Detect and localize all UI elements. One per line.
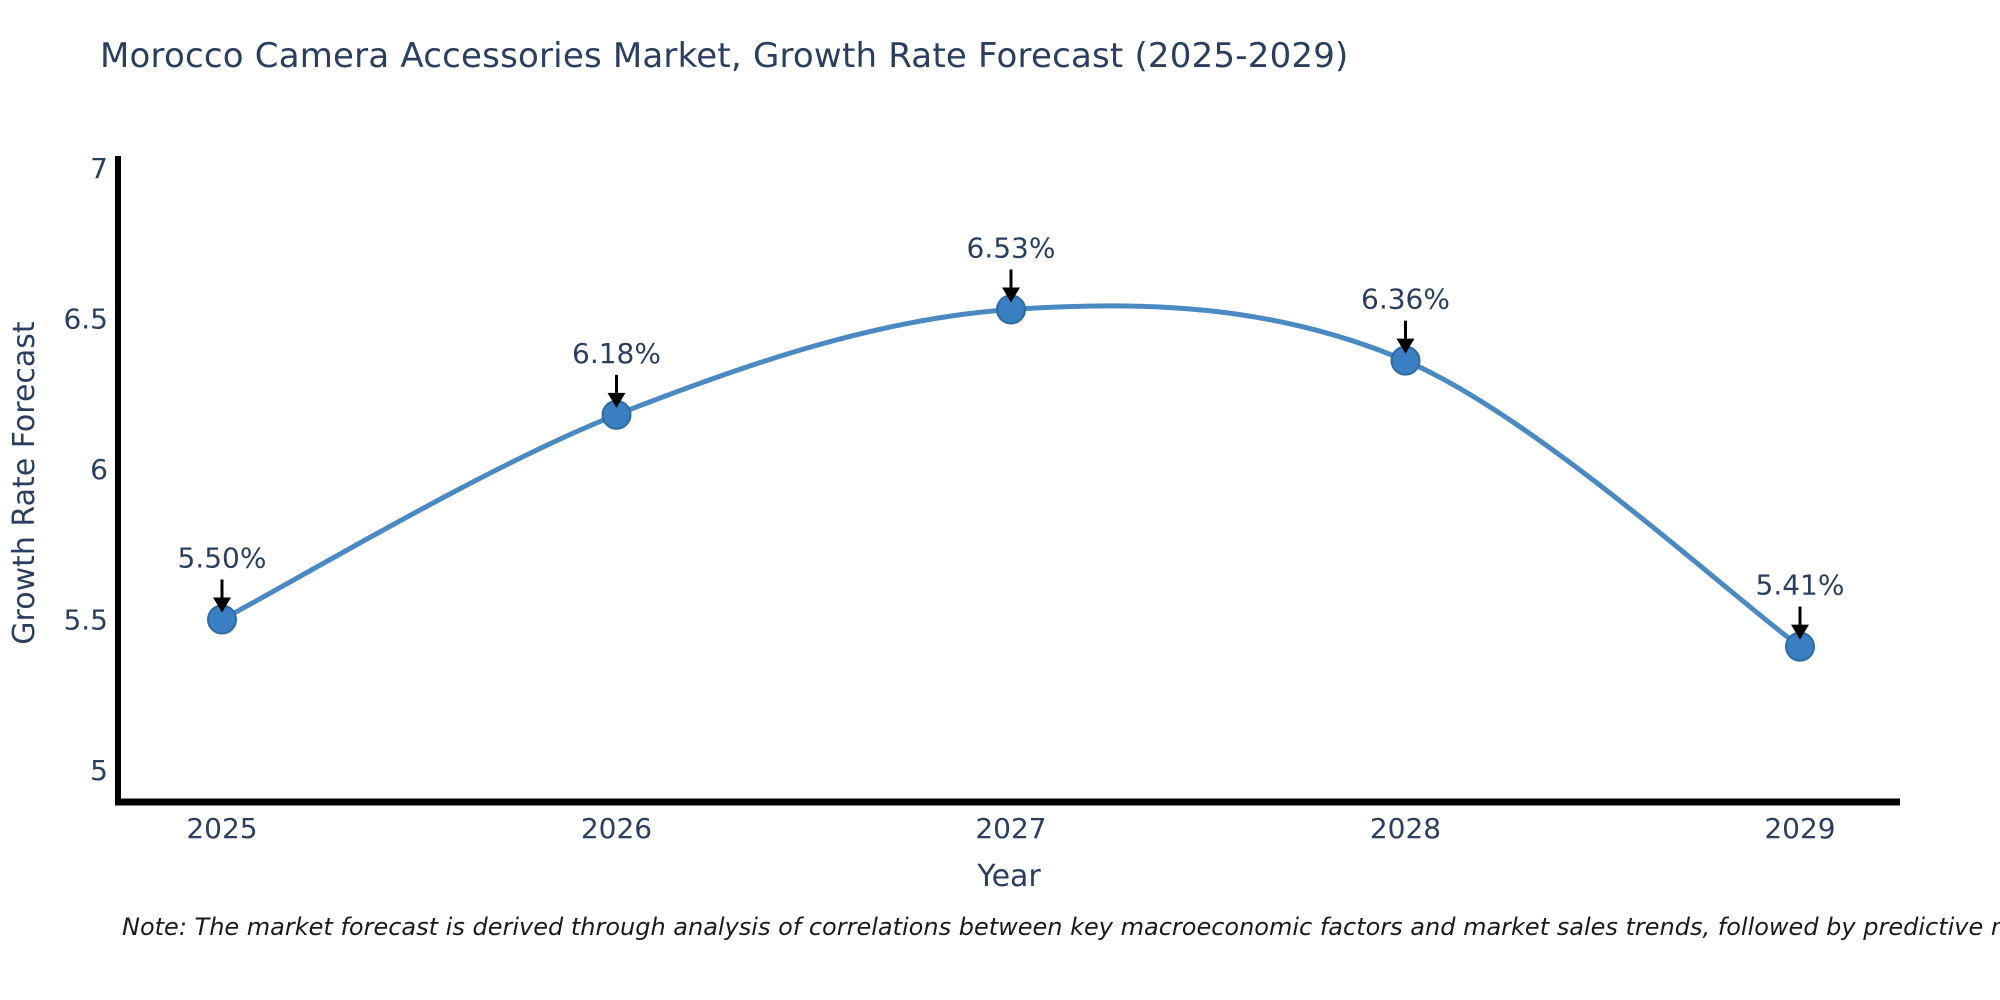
y-tick-label: 5.5 — [63, 604, 108, 637]
annotation-arrow-head — [1396, 338, 1415, 354]
chart-title: Morocco Camera Accessories Market, Growt… — [100, 36, 1349, 76]
annotation-arrow-head — [607, 392, 626, 408]
y-tick-label: 7 — [90, 152, 108, 185]
data-point-label: 5.41% — [1756, 569, 1845, 602]
footnote: Note: The market forecast is derived thr… — [122, 913, 2000, 941]
y-tick-label: 5 — [90, 754, 108, 787]
annotation-arrow-head — [1002, 287, 1020, 303]
x-tick-label: 2025 — [186, 812, 257, 845]
data-point-label: 6.53% — [967, 231, 1056, 264]
x-tick-label: 2028 — [1370, 812, 1441, 845]
y-tick-label: 6 — [90, 453, 108, 486]
y-axis-title: Growth Rate Forecast — [7, 321, 42, 645]
annotation-arrow-head — [213, 597, 231, 613]
data-point-label: 5.50% — [178, 542, 267, 575]
data-point-label: 6.18% — [572, 337, 661, 370]
x-axis-title: Year — [976, 859, 1041, 894]
y-tick-label: 6.5 — [63, 303, 108, 336]
x-tick-label: 2029 — [1764, 812, 1835, 845]
data-point-label: 6.36% — [1361, 283, 1450, 316]
x-tick-label: 2027 — [975, 812, 1046, 845]
x-tick-label: 2026 — [581, 812, 652, 845]
trend-line — [219, 303, 1803, 650]
annotation-arrow-head — [1791, 624, 1809, 640]
